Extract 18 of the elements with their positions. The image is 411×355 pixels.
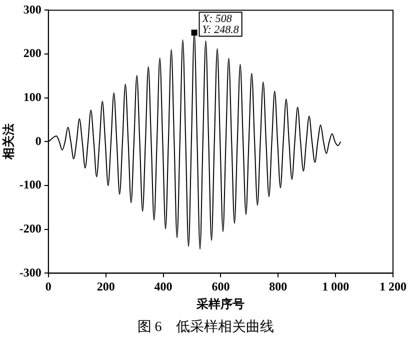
x-tick-label: 600 [212,279,230,294]
y-tick-label: -300 [19,265,42,280]
x-tick-label: 1 200 [380,279,406,294]
annotation: X: 508 Y: 248.8 [201,13,240,36]
y-tick-label: -200 [19,221,42,236]
y-tick-label: 0 [35,134,42,148]
x-axis-title: 采样序号 [196,296,245,311]
x-tick-label: 0 [45,279,52,294]
y-tick-label: 200 [23,46,42,60]
y-tick-label: 100 [23,90,42,104]
x-tick-label: 400 [154,279,172,294]
x-tick-label: 800 [269,279,288,294]
text: 图 6 低采样相关曲线 [136,318,275,336]
y-tick-label: 300 [23,2,42,16]
x-tick-label: 1 000 [322,279,350,294]
y-tick-label: -100 [19,178,42,192]
y-axis-title: 相关法 [1,124,16,161]
x-tick-label: 200 [96,279,115,294]
